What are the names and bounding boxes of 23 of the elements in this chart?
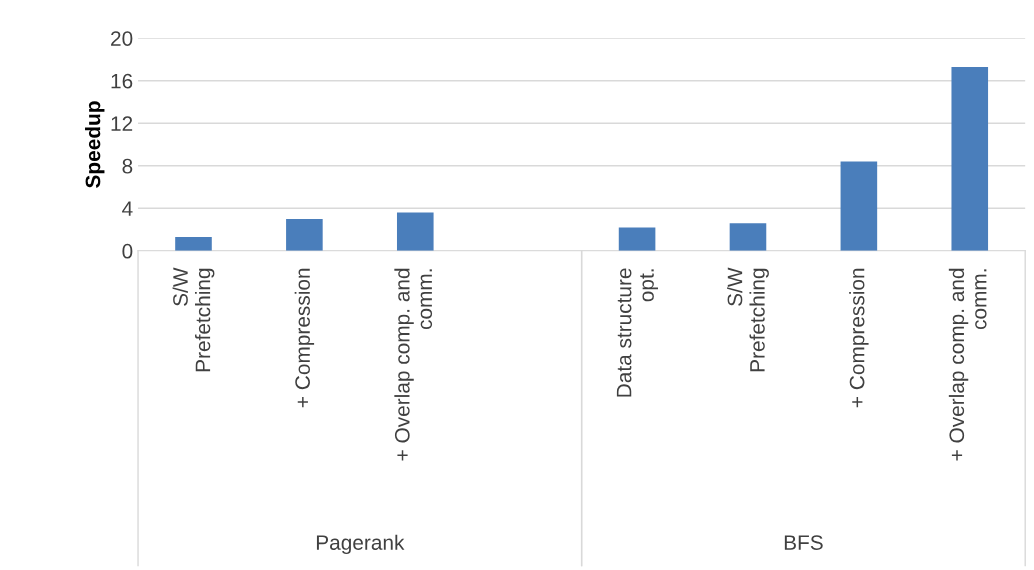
bar: [175, 236, 212, 251]
y-axis-title: Speedup: [85, 101, 105, 188]
x-tick-label: S/W Prefetching: [172, 267, 215, 372]
x-tick-label: + Compression: [294, 268, 315, 408]
x-tick-label: + Compression: [849, 268, 869, 408]
y-tick-label: 20: [111, 31, 133, 46]
y-tick-label: 8: [122, 158, 133, 174]
x-tick-label: Data structure opt.: [616, 268, 658, 397]
text: BFS: [784, 535, 823, 550]
y-tick-label: 0: [122, 243, 133, 259]
bar: [618, 227, 656, 251]
x-tick-label: + Overlap comp. and comm.: [394, 268, 433, 461]
bar: [286, 218, 323, 251]
y-tick-label: 12: [111, 116, 133, 131]
text: Pagerank: [316, 534, 405, 555]
bar: [840, 161, 878, 251]
bar: [396, 212, 434, 251]
x-tick-label: S/W Prefetching: [727, 267, 769, 372]
x-tick-label: + Overlap comp. and comm.: [948, 268, 987, 461]
y-tick-label: 16: [111, 73, 133, 89]
bar: [951, 66, 989, 251]
bar: [729, 223, 767, 251]
y-tick-label: 4: [122, 201, 133, 216]
